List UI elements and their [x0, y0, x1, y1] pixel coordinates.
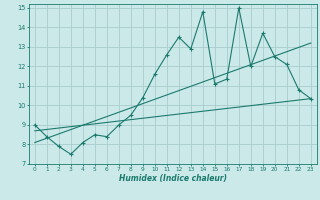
X-axis label: Humidex (Indice chaleur): Humidex (Indice chaleur): [119, 174, 227, 183]
